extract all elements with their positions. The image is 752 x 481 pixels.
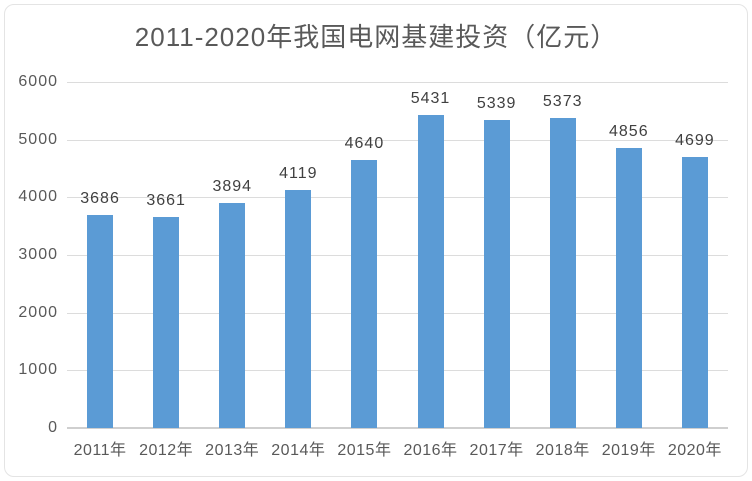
bar — [285, 190, 312, 428]
gridline — [67, 139, 728, 141]
gridline — [67, 312, 728, 314]
gridline — [67, 82, 728, 83]
gridline — [67, 370, 728, 372]
bar-value-label: 5339 — [476, 95, 517, 113]
y-tick-label: 0 — [48, 419, 58, 436]
bar-group-2020年: 4699 — [662, 82, 728, 428]
y-tick-label: 1000 — [18, 361, 58, 379]
bar — [615, 147, 642, 428]
x-tick-label: 2016年 — [403, 442, 458, 459]
bar-group-2017年: 5339 — [464, 82, 530, 428]
y-tick-label: 3000 — [18, 246, 58, 263]
bar-group-2013年: 3894 — [199, 82, 265, 428]
y-tick-label: 4000 — [18, 188, 58, 206]
bar-value-label: 5431 — [410, 89, 451, 107]
bar — [417, 114, 444, 428]
bar-value-label: 5373 — [542, 93, 583, 111]
bar-group-2018年: 5373 — [530, 82, 596, 428]
bar-group-2011年: 3686 — [67, 82, 133, 428]
y-tick-label: 2000 — [18, 303, 58, 321]
bar-value-label: 3686 — [80, 190, 120, 208]
x-tick-label: 2012年 — [139, 442, 194, 459]
bar-value-label: 3894 — [212, 178, 253, 196]
bar-value-label: 3661 — [146, 191, 186, 209]
gridline — [67, 255, 728, 256]
y-axis-tick-labels: 0 1000 2000 3000 4000 5000 6000 — [6, 73, 58, 436]
bar-group-2014年: 4119 — [265, 82, 331, 428]
bar-group-2012年: 3661 — [133, 82, 199, 428]
x-tick-label: 2013年 — [205, 442, 260, 459]
y-tick-label: 6000 — [18, 73, 58, 90]
bar — [153, 216, 180, 428]
x-tick-label: 2017年 — [469, 442, 524, 459]
bar — [219, 203, 246, 428]
bar-value-label: 4856 — [609, 122, 649, 140]
bar — [681, 157, 708, 428]
chart-title: 2011-2020年我国电网基建投资（亿元） — [134, 22, 618, 52]
bar-value-label: 4119 — [279, 165, 318, 183]
x-tick-label: 2015年 — [337, 442, 392, 459]
x-tick-label: 2018年 — [535, 442, 590, 459]
bar-group-2019年: 4856 — [596, 82, 662, 428]
bar — [549, 118, 576, 428]
x-tick-label: 2020年 — [667, 442, 722, 459]
x-axis-line — [67, 427, 728, 429]
x-tick-label: 2011年 — [73, 442, 127, 459]
bar-group-2016年: 5431 — [397, 82, 463, 428]
bar — [483, 120, 510, 428]
bar — [351, 160, 378, 428]
bars-container: 3686 3661 3894 4119 4640 5431 5339 5373 4856 4699 — [67, 82, 728, 428]
bar-group-2015年: 4640 — [331, 82, 397, 428]
bar — [87, 215, 114, 428]
plot-area: 3686 3661 3894 4119 4640 5431 5339 5373 4856 4699 — [67, 82, 728, 429]
gridline — [67, 197, 728, 199]
x-axis-labels: 2011年 2012年 2013年 2014年 2015年 2016年 2017年 2018年… — [67, 436, 728, 460]
y-tick-label: 5000 — [18, 130, 58, 148]
bar-value-label: 4640 — [344, 135, 385, 153]
x-tick-label: 2014年 — [271, 442, 326, 459]
bar-value-label: 4699 — [675, 132, 715, 150]
x-tick-label: 2019年 — [601, 442, 656, 459]
